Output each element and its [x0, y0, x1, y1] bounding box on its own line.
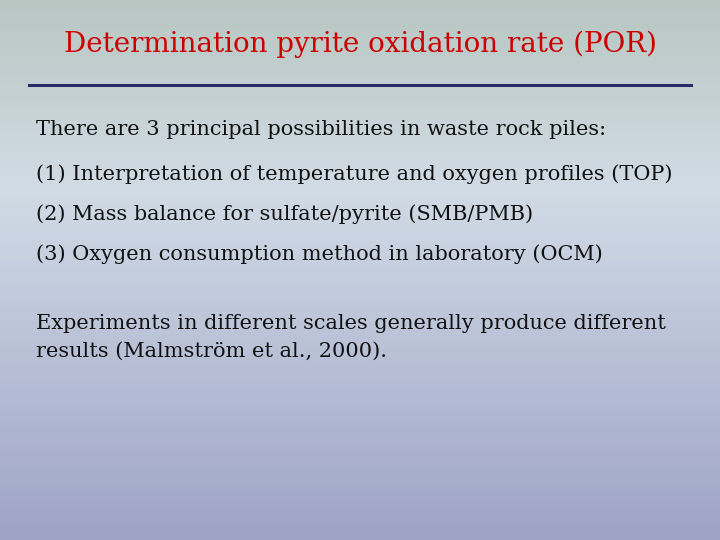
Text: (1) Interpretation of temperature and oxygen profiles (TOP): (1) Interpretation of temperature and ox… — [36, 164, 672, 184]
Text: (3) Oxygen consumption method in laboratory (OCM): (3) Oxygen consumption method in laborat… — [36, 244, 603, 264]
Text: Determination pyrite oxidation rate (POR): Determination pyrite oxidation rate (POR… — [63, 31, 657, 58]
Text: (2) Mass balance for sulfate/pyrite (SMB/PMB): (2) Mass balance for sulfate/pyrite (SMB… — [36, 204, 533, 224]
Text: There are 3 principal possibilities in waste rock piles:: There are 3 principal possibilities in w… — [36, 120, 606, 139]
Text: Experiments in different scales generally produce different
results (Malmström e: Experiments in different scales generall… — [36, 314, 666, 361]
